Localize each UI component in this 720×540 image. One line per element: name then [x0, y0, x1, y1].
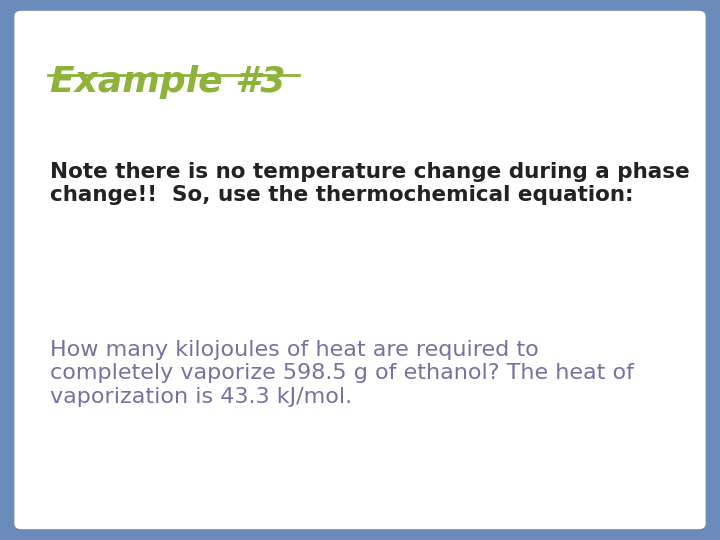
- Text: Example #3: Example #3: [50, 65, 286, 99]
- FancyBboxPatch shape: [217, 219, 510, 300]
- Text: How many kilojoules of heat are required to
completely vaporize 598.5 g of ethan: How many kilojoules of heat are required…: [50, 340, 634, 407]
- Text: q = nΔH: q = nΔH: [294, 245, 433, 274]
- Text: Note there is no temperature change during a phase
change!!  So, use the thermoc: Note there is no temperature change duri…: [50, 162, 690, 205]
